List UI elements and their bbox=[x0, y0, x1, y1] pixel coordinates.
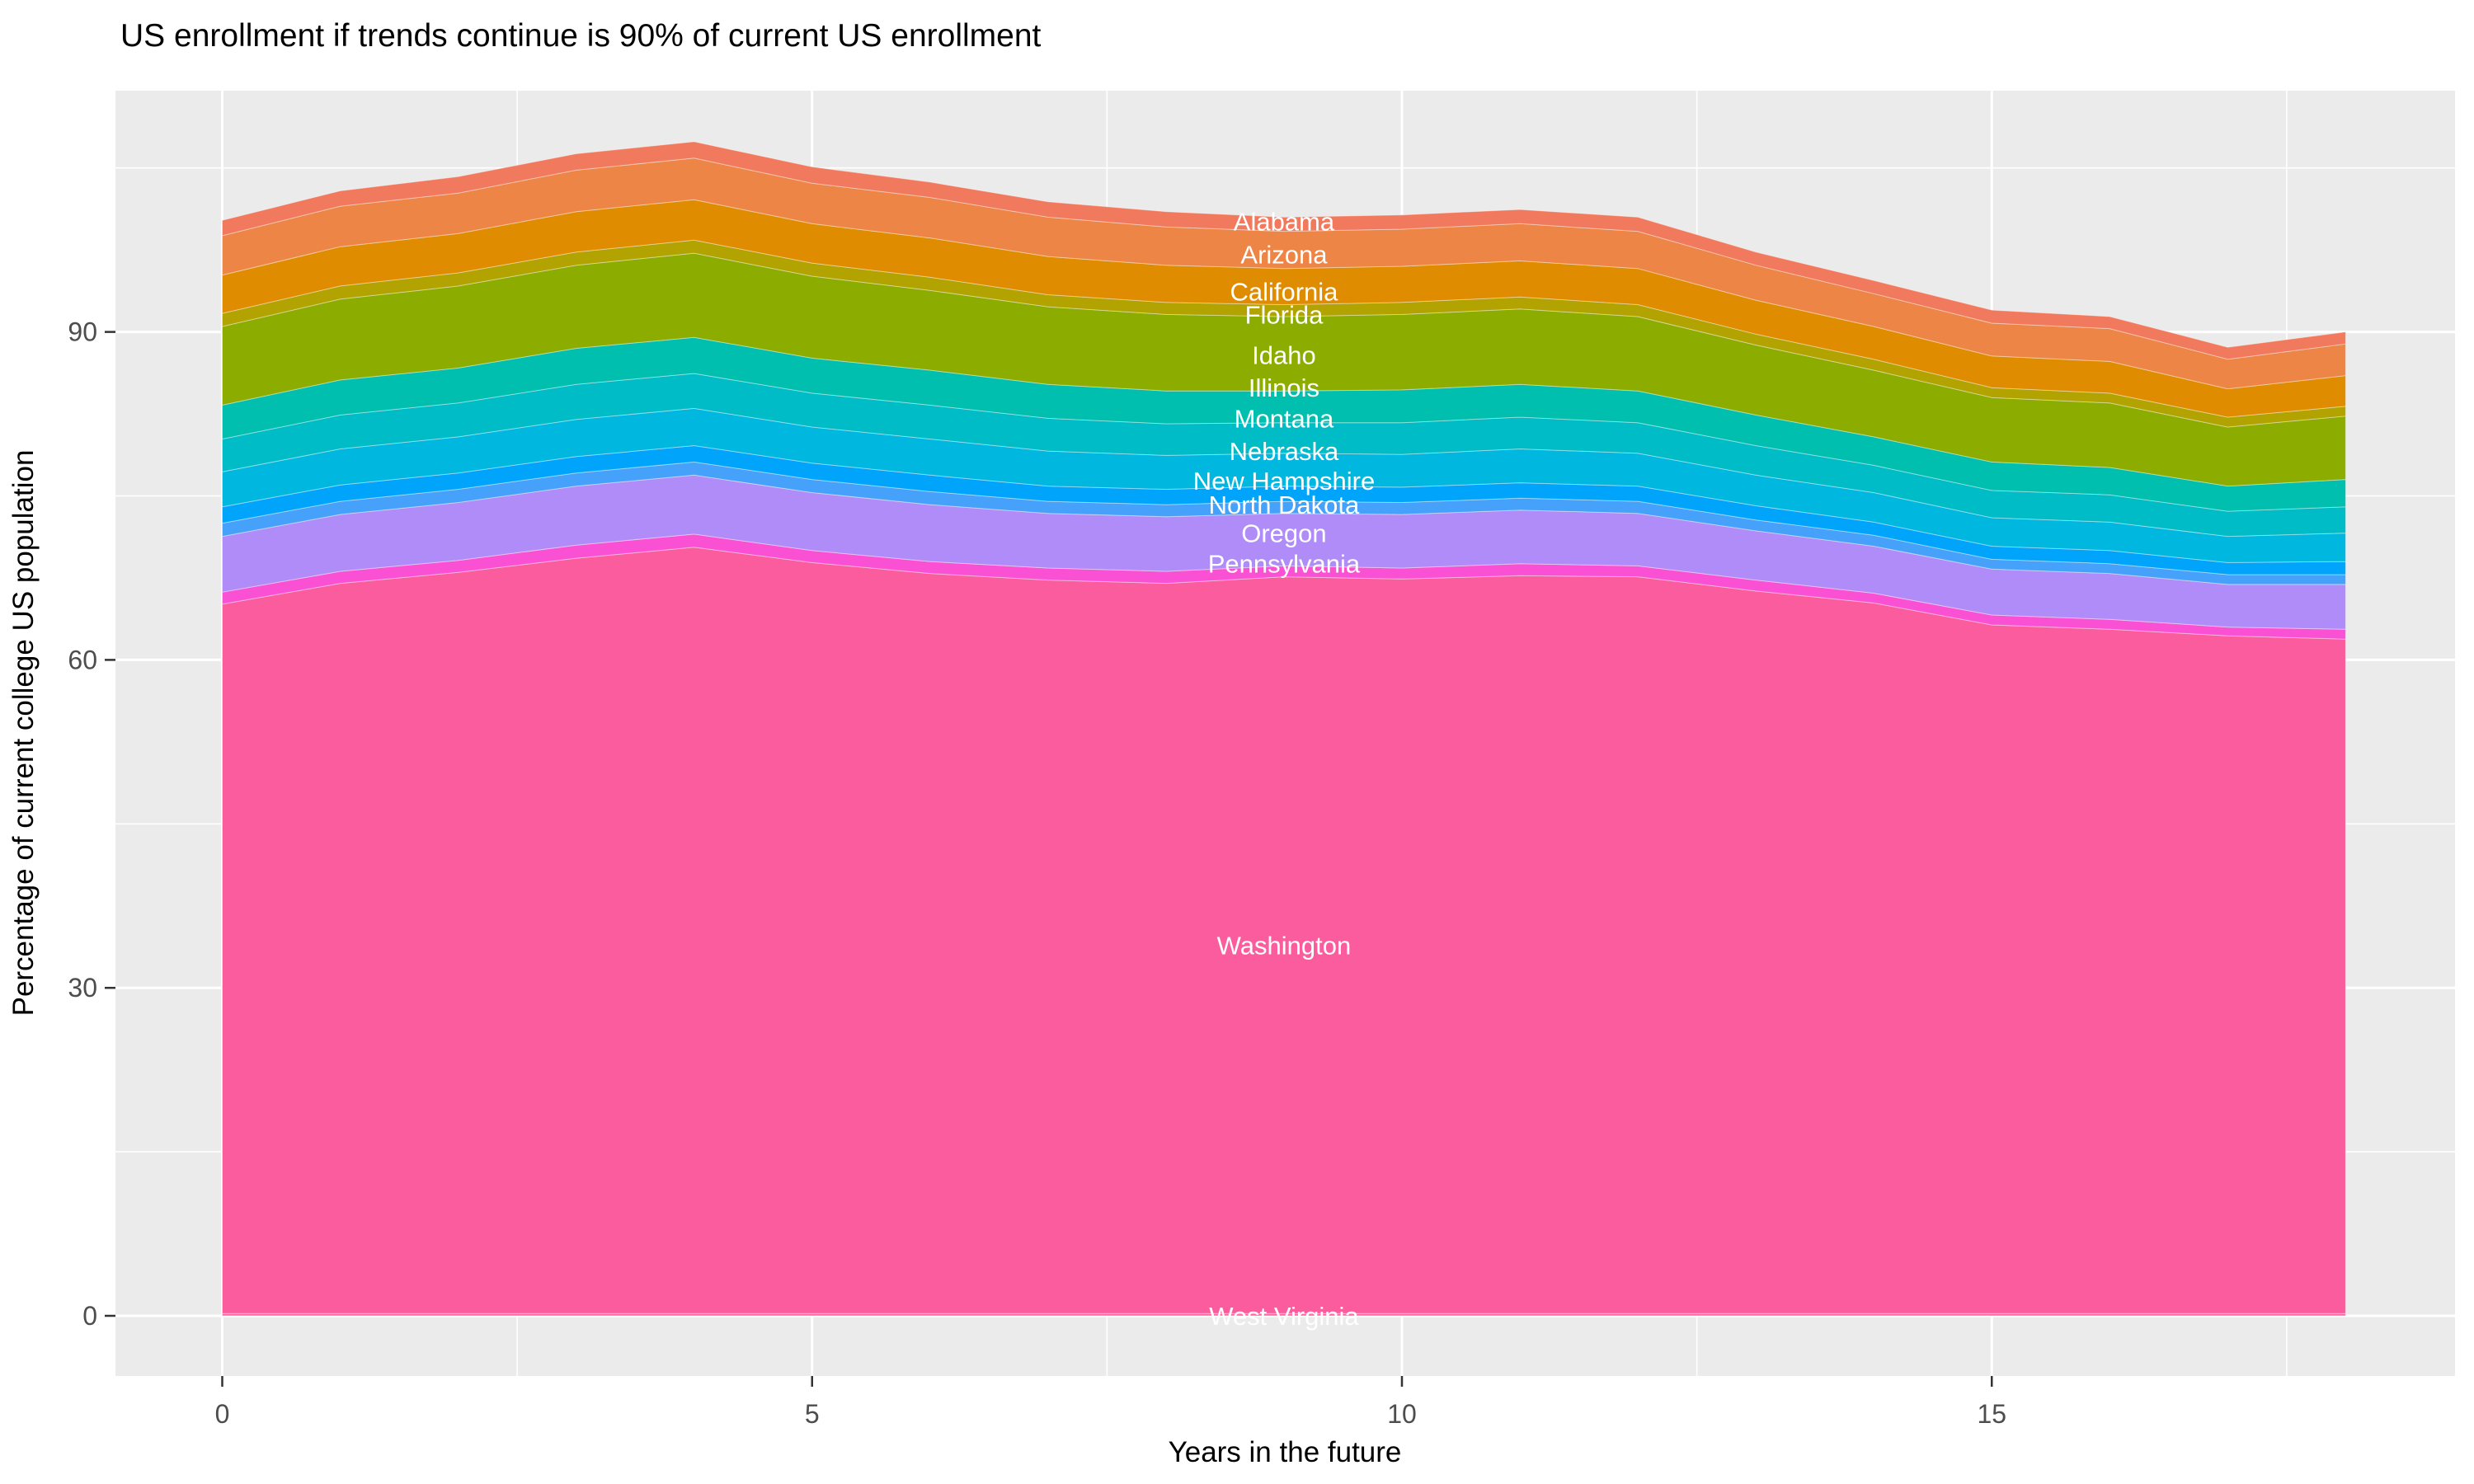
state-label-california: California bbox=[1230, 278, 1338, 307]
y-axis-title: Percentage of current college US populat… bbox=[7, 450, 40, 1017]
x-tick-label-15: 15 bbox=[1977, 1399, 2006, 1429]
state-label-idaho: Idaho bbox=[1252, 340, 1316, 369]
area-washington bbox=[222, 547, 2346, 1314]
state-label-west-virginia: West Virginia bbox=[1209, 1302, 1359, 1331]
area-north-dakota bbox=[222, 461, 2346, 585]
y-tick-label-90: 90 bbox=[68, 317, 97, 347]
area-idaho bbox=[222, 252, 2346, 487]
chart-title: US enrollment if trends continue is 90% … bbox=[120, 18, 1042, 54]
area-montana bbox=[222, 373, 2346, 538]
state-label-florida: Florida bbox=[1245, 300, 1324, 329]
area-alabama bbox=[222, 141, 2346, 360]
y-tick-label-60: 60 bbox=[68, 645, 97, 674]
state-label-oregon: Oregon bbox=[1241, 519, 1326, 548]
x-axis-title: Years in the future bbox=[1169, 1436, 1402, 1468]
state-label-illinois: Illinois bbox=[1249, 373, 1319, 402]
x-tick-label-10: 10 bbox=[1387, 1399, 1417, 1429]
area-pennsylvania bbox=[222, 533, 2346, 640]
x-tick-label-0: 0 bbox=[215, 1399, 230, 1429]
state-label-new-hampshire: New Hampshire bbox=[1193, 467, 1376, 495]
state-label-montana: Montana bbox=[1235, 404, 1334, 433]
y-tick-label-30: 30 bbox=[68, 973, 97, 1003]
state-label-pennsylvania: Pennsylvania bbox=[1208, 550, 1361, 579]
area-california bbox=[222, 199, 2346, 418]
state-label-washington: Washington bbox=[1217, 931, 1352, 960]
area-florida bbox=[222, 239, 2346, 428]
area-new-hampshire bbox=[222, 444, 2346, 575]
x-tick-label-5: 5 bbox=[805, 1399, 820, 1429]
state-label-nebraska: Nebraska bbox=[1230, 437, 1339, 466]
state-label-alabama: Alabama bbox=[1234, 208, 1335, 237]
area-arizona bbox=[222, 157, 2346, 390]
area-illinois bbox=[222, 336, 2346, 512]
y-tick-label-0: 0 bbox=[82, 1301, 97, 1331]
state-label-north-dakota: North Dakota bbox=[1209, 491, 1360, 519]
state-label-arizona: Arizona bbox=[1240, 240, 1328, 269]
